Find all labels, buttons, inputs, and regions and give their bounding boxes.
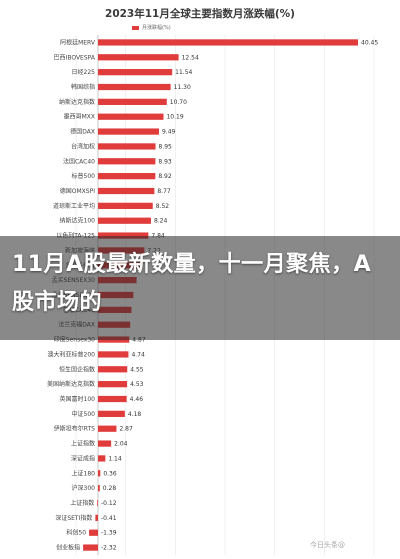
watermark: 今日头条@ [310, 541, 345, 549]
category-label: 纳斯达克100 [60, 217, 96, 225]
category-label: 恒生国企指数 [59, 365, 95, 373]
category-label: 深证成指 [71, 454, 95, 462]
bar [98, 395, 127, 403]
value-label: 11.54 [175, 69, 192, 76]
legend-swatch [132, 25, 139, 30]
category-label: 美国纳斯达克指数 [47, 380, 95, 388]
bar [98, 217, 151, 224]
chart-title: 2023年11月全球主要指数月涨跌幅(%) [105, 8, 295, 20]
category-label: 澳大利亚标普200 [48, 350, 96, 358]
value-label: 4.55 [130, 366, 144, 373]
category-label: 沪深300 [72, 484, 96, 492]
category-label: 阿根廷MERV [60, 38, 96, 46]
bar [98, 425, 117, 432]
bar [98, 83, 171, 91]
headline-overlay [0, 236, 400, 340]
value-label: 0.28 [103, 485, 117, 492]
chart-legend: 月涨跌幅(%) [132, 24, 171, 31]
bar [98, 187, 155, 195]
bar [98, 440, 112, 447]
bar [98, 366, 128, 373]
value-label: 4.46 [130, 396, 144, 403]
bar [89, 529, 98, 536]
category-label: 纳斯达克指数 [59, 98, 95, 106]
value-label: 8.77 [157, 188, 171, 195]
value-label: 12.54 [182, 54, 199, 61]
value-label: 4.53 [130, 381, 144, 388]
value-label: 11.30 [174, 84, 191, 91]
value-label: -1.39 [101, 530, 117, 537]
category-label: 科创50 [66, 529, 86, 537]
category-label: 伊斯坦布尔RTS [54, 425, 95, 433]
value-label: 4.87 [132, 337, 146, 344]
headline-text: 11月A股最新数量，十一月聚焦，A股市场的 [12, 252, 372, 315]
value-label: 2.04 [114, 441, 128, 448]
bar [98, 143, 156, 150]
category-label: 上证180 [72, 469, 96, 477]
value-label: -0.41 [101, 515, 117, 522]
bar [95, 514, 98, 521]
value-label: 8.93 [158, 158, 172, 165]
category-label: 中证500 [72, 410, 96, 418]
value-label: 10.19 [166, 114, 183, 121]
bar [98, 470, 101, 477]
legend-label: 月涨跌幅(%) [142, 25, 171, 31]
value-label: 8.92 [158, 173, 172, 180]
bar [98, 485, 100, 492]
bar [98, 128, 159, 135]
bar [98, 173, 156, 180]
bar [98, 54, 179, 61]
value-label: 4.18 [128, 411, 142, 418]
category-label: 墨西哥MXX [64, 114, 95, 121]
category-label: 德国OMXSPI [60, 187, 95, 195]
bar [98, 113, 164, 120]
category-label: 标普500 [72, 172, 96, 180]
category-label: 创业板指 [56, 544, 80, 552]
bar [98, 158, 156, 165]
value-label: 4.74 [131, 351, 145, 358]
bar [98, 98, 167, 105]
category-label: 日经225 [72, 68, 96, 76]
category-label: 上证指数 [71, 440, 95, 448]
category-label: 韩国综指 [71, 83, 95, 91]
bar [98, 410, 125, 417]
value-label: 8.24 [154, 218, 168, 225]
value-label: 8.95 [159, 143, 173, 150]
bar [83, 544, 98, 551]
value-label: 1.14 [108, 455, 122, 462]
value-label: 40.45 [361, 39, 378, 46]
bar [98, 232, 149, 239]
category-label: 以色列TA-125 [56, 232, 95, 240]
bar [98, 202, 153, 209]
value-label: -2.32 [101, 545, 117, 552]
bar [98, 351, 129, 358]
value-label: -0.12 [101, 500, 117, 507]
category-label: 巴西IBOVESPA [54, 54, 96, 61]
value-label: 0.36 [103, 470, 117, 477]
category-label: 法国CAC40 [63, 157, 95, 165]
bar [98, 455, 106, 462]
value-label: 8.52 [156, 203, 170, 210]
category-label: 道琼斯工业平均 [53, 202, 95, 210]
category-label: 台湾加权 [71, 142, 95, 150]
bar [98, 39, 358, 46]
category-label: 深证SETI指数 [55, 514, 92, 522]
value-label: 10.70 [170, 99, 187, 106]
category-label: 德国DAX [70, 128, 95, 136]
value-label: 2.87 [119, 426, 133, 433]
bar [98, 381, 128, 388]
bar [97, 499, 98, 507]
bar [98, 69, 173, 76]
category-label: 上证指数 [70, 499, 94, 507]
value-label: 9.49 [162, 129, 176, 136]
category-label: 英国富时100 [60, 395, 96, 403]
